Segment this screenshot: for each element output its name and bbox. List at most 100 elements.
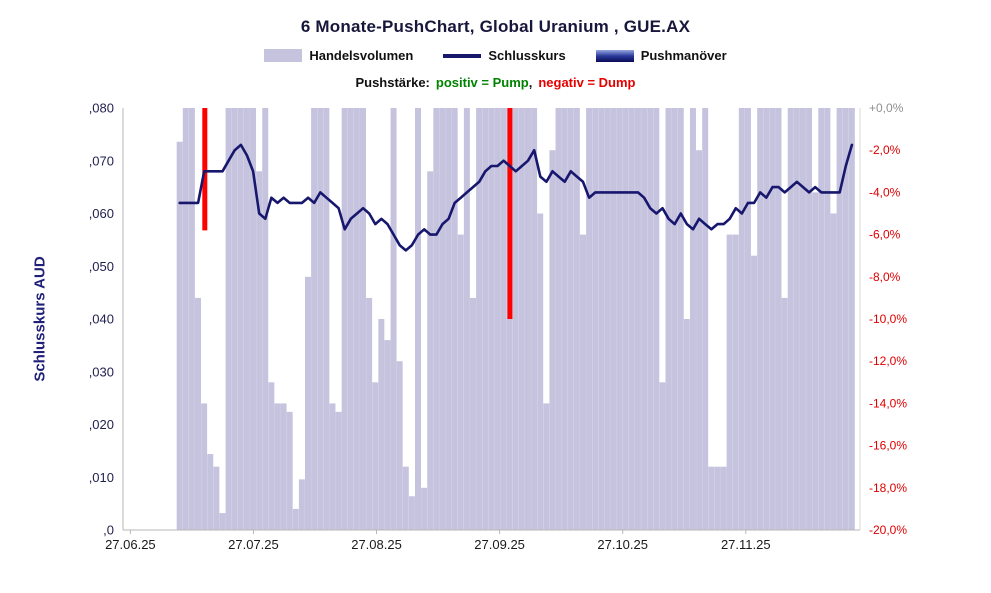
volume-bar	[469, 297, 476, 530]
axis-tick-label: 27.11.25	[721, 537, 771, 552]
volume-bar	[231, 108, 238, 530]
axis-tick-label: -4,0%	[869, 185, 901, 199]
volume-bar	[653, 108, 660, 530]
axis-tick-label: -6,0%	[869, 228, 901, 242]
volume-bar	[744, 108, 751, 530]
volume-bar	[463, 108, 470, 530]
push-swatch-icon	[595, 49, 634, 62]
volume-bar	[799, 108, 806, 530]
volume-bar	[256, 171, 263, 531]
volume-bar	[531, 108, 538, 530]
volume-bar	[824, 108, 831, 530]
volume-bar	[732, 234, 739, 530]
legend-item-volume: Handelsvolumen	[264, 48, 413, 63]
volume-bar	[714, 466, 721, 530]
axis-tick-label: -8,0%	[869, 270, 901, 284]
push-strength-separator: ,	[528, 75, 533, 90]
legend-item-push: Pushmanöver	[595, 48, 727, 63]
volume-bar	[372, 382, 379, 530]
axis-tick-label: -2,0%	[869, 143, 901, 157]
volume-bar	[457, 234, 464, 530]
volume-bar	[274, 403, 281, 530]
volume-bar	[781, 297, 788, 530]
volume-bar	[775, 108, 782, 530]
volume-bar	[390, 108, 397, 530]
volume-bar	[305, 276, 311, 530]
volume-bar	[543, 403, 550, 530]
volume-bar	[689, 108, 696, 530]
volume-bar	[384, 340, 391, 530]
close-line	[178, 143, 854, 252]
volume-bar	[647, 108, 654, 530]
volume-bar	[677, 108, 684, 530]
volume-bar	[353, 108, 360, 530]
chart-title: 6 Monate-PushChart, Global Uranium , GUE…	[300, 17, 691, 36]
volume-bar	[696, 150, 703, 530]
volume-bar	[567, 108, 574, 530]
volume-bar	[671, 108, 678, 530]
volume-bar	[323, 108, 330, 530]
volume-bar	[604, 108, 611, 530]
push-strength-prefix: Pushstärke:	[355, 75, 430, 90]
volume-bar	[292, 508, 299, 530]
axis-tick-label: ,060	[89, 206, 114, 221]
axis-tick-label: -16,0%	[869, 439, 907, 453]
close-line-swatch-icon	[443, 53, 482, 58]
volume-bar	[396, 361, 403, 530]
volume-bar	[415, 108, 421, 530]
volume-bar	[188, 108, 195, 530]
axis-tick-label: ,030	[89, 364, 114, 379]
volume-bar	[738, 108, 745, 530]
volume-bar	[500, 108, 507, 530]
volume-bar	[317, 108, 324, 530]
volume-bar	[512, 108, 519, 530]
volume-bar	[445, 108, 452, 530]
volume-bar	[836, 108, 843, 530]
axis-tick-label: ,0	[103, 523, 114, 538]
dump-label: negativ = Dump	[538, 75, 636, 90]
volume-bar	[427, 171, 434, 531]
chart-legend: Handelsvolumen Schlusskurs Pushmanöver	[0, 48, 991, 63]
volume-bar	[360, 108, 366, 530]
volume-bar	[665, 108, 672, 530]
axis-tick-label: ,040	[89, 312, 114, 327]
volume-bar	[176, 141, 183, 530]
axis-tick-label: 27.06.25	[105, 537, 156, 552]
push-strength-note: Pushstärke: positiv = Pump, negativ = Dump	[0, 75, 991, 90]
pump-label: positiv = Pump	[435, 75, 529, 90]
volume-bar	[207, 454, 214, 530]
volume-bar	[720, 466, 727, 530]
volume-bar	[592, 108, 599, 530]
axis-tick-label: -10,0%	[869, 312, 907, 326]
axis-tick-label: ,010	[89, 470, 114, 485]
volume-bar	[610, 108, 617, 530]
volume-bar	[250, 108, 257, 530]
volume-bar	[830, 213, 837, 530]
volume-bar	[622, 108, 629, 530]
volume-bar	[225, 108, 232, 530]
volume-bar	[537, 213, 544, 530]
axis-tick-label: 27.07.25	[228, 537, 279, 552]
volume-bar	[482, 108, 489, 530]
volume-bar	[329, 403, 336, 530]
axis-tick-label: 27.09.25	[474, 537, 525, 552]
volume-bar	[561, 108, 568, 530]
volume-bar	[268, 382, 275, 530]
volume-bar	[280, 403, 287, 530]
volume-bar	[708, 466, 715, 530]
volume-bar	[262, 108, 269, 530]
axis-tick-label: ,050	[89, 259, 114, 274]
volume-bar	[347, 108, 354, 530]
volume-bar	[683, 319, 690, 530]
volume-bar	[433, 108, 440, 530]
legend-label-volume: Handelsvolumen	[309, 48, 414, 63]
legend-item-close: Schlusskurs	[443, 48, 566, 63]
volume-bar	[659, 382, 666, 530]
volume-bar	[201, 403, 208, 530]
volume-bar	[628, 108, 635, 530]
volume-bar	[488, 108, 495, 530]
volume-bar	[476, 108, 483, 530]
axis-tick-label: -14,0%	[869, 396, 907, 410]
volume-bar	[408, 496, 415, 530]
